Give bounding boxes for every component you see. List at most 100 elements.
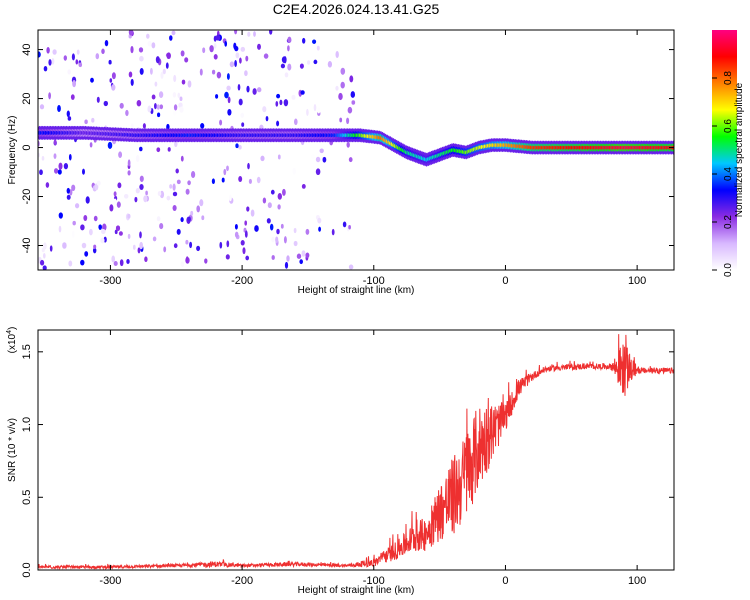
noise-speckle: [41, 247, 45, 253]
noise-speckle: [172, 204, 177, 212]
noise-speckle: [139, 146, 143, 152]
y-tick-label: 0.0: [21, 562, 33, 577]
y-tick-label: 0: [21, 144, 33, 150]
noise-speckle: [72, 79, 77, 88]
noise-speckle: [145, 190, 148, 196]
noise-speckle: [58, 162, 63, 170]
noise-speckle: [327, 61, 333, 68]
noise-speckle: [348, 157, 353, 163]
x-tick-label: -100: [363, 575, 385, 587]
noise-speckle: [103, 100, 109, 107]
snr-scale-base: (x10: [7, 333, 18, 353]
noise-speckle: [48, 92, 51, 100]
x-tick-label: 100: [628, 575, 646, 587]
y-tick-label: 1.0: [21, 417, 33, 432]
noise-speckle: [84, 251, 89, 257]
noise-speckle: [226, 85, 231, 91]
noise-speckle: [219, 119, 223, 126]
noise-speckle: [187, 80, 192, 88]
noise-speckle: [248, 178, 252, 184]
noise-speckle: [75, 59, 79, 65]
noise-speckle: [167, 147, 171, 152]
noise-speckle: [348, 224, 351, 230]
noise-speckle: [246, 206, 250, 212]
noise-speckle: [260, 155, 265, 162]
noise-speckle: [185, 239, 189, 245]
noise-speckle: [339, 117, 343, 123]
noise-speckle: [130, 78, 134, 86]
colorbar-tick-label: 0.6: [723, 119, 734, 133]
noise-speckle: [93, 215, 98, 222]
noise-speckle: [68, 153, 72, 161]
noise-speckle: [234, 30, 238, 35]
noise-speckle: [282, 188, 286, 196]
noise-speckle: [318, 226, 322, 232]
noise-speckle: [166, 52, 171, 60]
noise-speckle: [234, 60, 237, 67]
noise-speckle: [267, 202, 272, 209]
noise-speckle: [335, 85, 339, 91]
noise-speckle: [317, 107, 321, 114]
noise-speckle: [132, 244, 136, 250]
noise-speckle: [226, 240, 230, 248]
noise-speckle: [146, 33, 150, 39]
noise-speckle: [275, 101, 279, 107]
noise-speckle: [340, 67, 346, 75]
noise-speckle: [127, 233, 131, 239]
noise-speckle: [100, 237, 105, 244]
noise-speckle: [156, 216, 161, 222]
noise-speckle: [169, 35, 173, 41]
noise-speckle: [58, 225, 62, 233]
noise-speckle: [215, 34, 221, 41]
x-tick-label: -300: [99, 575, 121, 587]
noise-speckle: [189, 241, 193, 249]
noise-speckle: [80, 259, 85, 266]
noise-speckle: [221, 177, 225, 183]
noise-speckle: [226, 73, 230, 80]
noise-speckle: [81, 242, 87, 249]
noise-speckle: [187, 216, 191, 222]
noise-speckle: [176, 179, 181, 185]
noise-speckle: [179, 96, 183, 101]
noise-speckle: [143, 195, 148, 203]
noise-speckle: [287, 63, 292, 71]
noise-speckle: [331, 228, 335, 236]
noise-speckle: [239, 57, 242, 64]
noise-speckle: [256, 87, 262, 93]
noise-speckle: [235, 52, 240, 59]
noise-speckle: [51, 58, 55, 65]
noise-speckle: [211, 69, 216, 75]
noise-speckle: [39, 169, 43, 176]
noise-speckle: [111, 84, 116, 91]
noise-speckle: [185, 256, 189, 264]
colorbar-ticks: 0.0 0.2 0.4 0.6 0.8: [712, 71, 734, 277]
noise-speckle: [40, 259, 45, 266]
noise-speckle: [74, 203, 80, 209]
noise-speckle: [104, 39, 109, 47]
noise-speckle: [136, 99, 142, 107]
noise-speckle: [71, 53, 75, 61]
noise-speckle: [177, 92, 181, 98]
snr-y-label: SNR (10 * v/v): [7, 418, 18, 482]
noise-speckle: [292, 167, 296, 175]
y-tick-label: -20: [21, 189, 33, 205]
noise-speckle: [179, 106, 184, 113]
noise-speckle: [237, 84, 241, 91]
noise-speckle: [284, 261, 289, 269]
noise-speckle: [266, 218, 271, 224]
noise-speckle: [199, 199, 204, 207]
noise-speckle: [283, 99, 289, 107]
noise-speckle: [98, 224, 102, 230]
snr-scale-label: (x104): [6, 327, 18, 354]
noise-speckle: [226, 165, 229, 172]
noise-speckle: [280, 63, 286, 69]
noise-speckle: [340, 81, 345, 89]
noise-speckle: [94, 183, 99, 191]
noise-speckle: [245, 255, 250, 261]
snr-series-line: [38, 334, 674, 570]
noise-speckle: [116, 201, 121, 208]
x-tick-label: 0: [502, 575, 508, 587]
colorbar-tick-label: 0.4: [723, 167, 734, 181]
noise-speckle: [96, 96, 100, 103]
